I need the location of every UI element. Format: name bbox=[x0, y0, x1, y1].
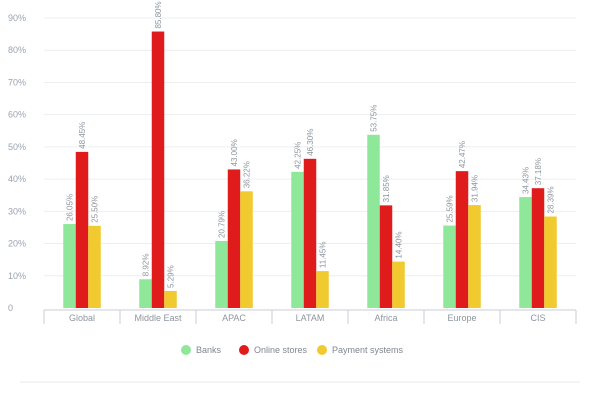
data-label: 8.92% bbox=[142, 254, 151, 277]
category-label: Global bbox=[69, 313, 95, 323]
data-label: 28.39% bbox=[547, 186, 556, 213]
bar bbox=[468, 205, 481, 308]
bar bbox=[164, 290, 177, 308]
bar bbox=[303, 158, 317, 308]
y-tick-label: 20% bbox=[8, 239, 26, 249]
data-label: 25.59% bbox=[446, 195, 455, 222]
data-label: 42.25% bbox=[294, 142, 303, 169]
y-tick-label: 40% bbox=[8, 174, 26, 184]
y-tick-label: 30% bbox=[8, 206, 26, 216]
data-label: 25.50% bbox=[91, 196, 100, 223]
category-label: Europe bbox=[447, 313, 476, 323]
bar bbox=[88, 225, 101, 308]
bar bbox=[531, 188, 545, 308]
category-label: Middle East bbox=[134, 313, 182, 323]
data-label: 26.05% bbox=[66, 194, 75, 221]
data-label: 36.22% bbox=[243, 161, 252, 188]
y-tick-label: 70% bbox=[8, 77, 26, 87]
data-label: 20.79% bbox=[218, 211, 227, 238]
data-label: 5.29% bbox=[167, 265, 176, 288]
data-label: 46.30% bbox=[306, 129, 315, 156]
legend-swatch bbox=[317, 345, 327, 355]
bar bbox=[379, 205, 393, 308]
legend-label: Online stores bbox=[254, 345, 308, 355]
y-tick-label: 90% bbox=[8, 13, 26, 23]
legend-label: Banks bbox=[196, 345, 222, 355]
bar bbox=[316, 271, 329, 308]
bar bbox=[139, 279, 152, 308]
y-tick-label: 10% bbox=[8, 271, 26, 281]
y-tick-label: 50% bbox=[8, 142, 26, 152]
data-label: 42.47% bbox=[458, 141, 467, 168]
bar bbox=[227, 169, 241, 308]
data-label: 31.94% bbox=[471, 175, 480, 202]
category-label: CIS bbox=[530, 313, 545, 323]
legend-swatch bbox=[239, 345, 249, 355]
y-tick-label: 0 bbox=[8, 303, 13, 313]
data-label: 85.80% bbox=[154, 1, 163, 28]
category-label: LATAM bbox=[296, 313, 325, 323]
category-label: Africa bbox=[374, 313, 397, 323]
bar bbox=[455, 171, 469, 308]
data-label: 34.43% bbox=[522, 167, 531, 194]
data-label: 43.00% bbox=[230, 139, 239, 166]
bar bbox=[240, 191, 253, 308]
bar bbox=[392, 261, 405, 308]
bar bbox=[544, 216, 557, 308]
data-label: 53.75% bbox=[370, 105, 379, 132]
category-label: APAC bbox=[222, 313, 246, 323]
data-label: 37.18% bbox=[534, 158, 543, 185]
bar bbox=[291, 171, 304, 308]
bar bbox=[367, 134, 380, 308]
legend-swatch bbox=[181, 345, 191, 355]
bar bbox=[443, 225, 456, 308]
bar bbox=[519, 197, 532, 308]
bar bbox=[151, 31, 165, 309]
legend-label: Payment systems bbox=[332, 345, 404, 355]
data-label: 31.85% bbox=[382, 175, 391, 202]
bar bbox=[215, 241, 228, 308]
bar bbox=[75, 151, 89, 308]
y-tick-label: 80% bbox=[8, 45, 26, 55]
data-label: 14.40% bbox=[395, 231, 404, 258]
data-label: 48.45% bbox=[78, 122, 87, 149]
y-tick-label: 60% bbox=[8, 110, 26, 120]
bar bbox=[63, 224, 76, 308]
data-label: 11.45% bbox=[319, 242, 328, 269]
